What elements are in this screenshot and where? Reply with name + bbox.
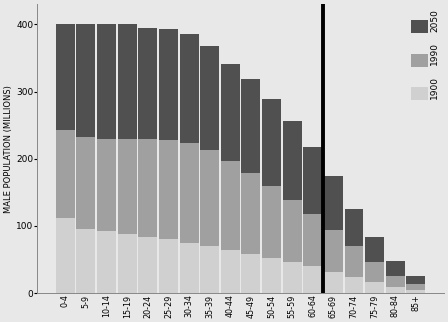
Bar [118, 138, 137, 234]
Bar [77, 24, 95, 137]
Bar [118, 24, 137, 138]
Bar [241, 80, 260, 174]
Bar [365, 262, 384, 282]
Bar [365, 237, 384, 262]
Bar [262, 186, 281, 258]
Bar [77, 137, 95, 229]
Bar [97, 24, 116, 138]
Bar [159, 29, 178, 140]
Bar [159, 140, 178, 239]
Bar [221, 250, 240, 293]
Bar [56, 130, 75, 218]
Bar [221, 64, 240, 161]
Y-axis label: MALE POPULATION (MILLIONS): MALE POPULATION (MILLIONS) [4, 85, 13, 213]
Bar [386, 276, 405, 287]
Bar [345, 277, 363, 293]
Bar [324, 176, 343, 230]
Bar [97, 138, 116, 231]
Bar [56, 24, 75, 130]
Bar [118, 234, 137, 293]
Bar [180, 243, 198, 293]
Bar [200, 150, 219, 246]
Bar [241, 254, 260, 293]
Bar [241, 174, 260, 254]
Bar [324, 271, 343, 293]
Bar [77, 229, 95, 293]
Bar [386, 261, 405, 276]
Bar [406, 290, 425, 293]
Legend: 2050, 1990, 1900: 2050, 1990, 1900 [411, 9, 439, 100]
Bar [159, 239, 178, 293]
Bar [345, 209, 363, 246]
Bar [56, 218, 75, 293]
Bar [365, 282, 384, 293]
Bar [138, 139, 157, 237]
Bar [262, 99, 281, 186]
Bar [303, 214, 322, 266]
Bar [180, 143, 198, 243]
Bar [200, 46, 219, 150]
Bar [138, 28, 157, 139]
Bar [303, 266, 322, 293]
Bar [138, 237, 157, 293]
Bar [200, 246, 219, 293]
Bar [221, 161, 240, 250]
Bar [97, 231, 116, 293]
Bar [180, 34, 198, 143]
Bar [345, 246, 363, 277]
Bar [262, 258, 281, 293]
Bar [303, 147, 322, 214]
Bar [283, 262, 302, 293]
Bar [283, 200, 302, 262]
Bar [386, 287, 405, 293]
Bar [324, 230, 343, 271]
Bar [406, 276, 425, 284]
Bar [406, 284, 425, 290]
Bar [283, 121, 302, 200]
